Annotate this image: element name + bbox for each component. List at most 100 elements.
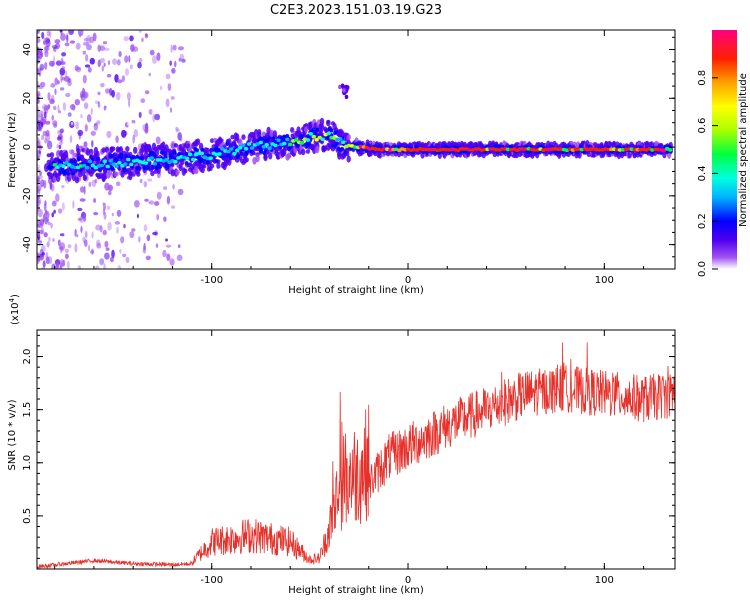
noise-point [75,66,82,73]
noise-point [171,205,176,209]
noise-point [97,59,101,68]
noise-point [45,38,51,48]
halo-point [255,154,260,163]
noise-point [165,73,171,80]
halo-point [82,174,88,181]
snr-panel: -100 0 100 0.5 1.0 1.5 2.0 Height of straight … [7,294,676,596]
halo-point [202,164,207,169]
noise-point [119,248,122,254]
band-point [239,151,244,156]
noise-point [103,105,107,111]
noise-point [49,60,55,67]
noise-point [44,138,48,144]
ridge-point [273,143,278,148]
snr-y-multiplier-exponent: 4 [8,297,16,302]
noise-point [130,44,135,52]
noise-point [138,236,141,243]
colorbar-tick-label: 0.2 [697,213,708,229]
noise-point [55,60,62,66]
noise-point [139,191,144,196]
noise-point [116,59,121,66]
noise-point [142,246,146,254]
band-point [324,127,329,133]
noise-point [103,47,110,51]
band-point [306,142,311,147]
ridge-point [114,164,119,168]
band-point [216,148,221,153]
noise-point [160,85,163,91]
noise-point [41,244,46,253]
ridge-point [217,152,222,156]
ridge-point [143,161,149,165]
noise-point [60,61,66,65]
noise-point [37,37,41,43]
band-point [290,133,295,138]
noise-point [104,252,110,260]
noise-point [55,193,60,203]
noise-point [65,186,70,196]
band-point [205,160,210,165]
noise-point [37,124,41,132]
ridge-point [55,165,60,170]
noise-point [99,45,106,51]
band-point [265,149,270,155]
noise-point [60,33,66,41]
noise-point [181,58,186,63]
band-point [154,165,159,170]
noise-point [47,104,51,109]
snr-y-tick-label: 1.0 [22,455,33,471]
halo-point [85,148,91,156]
halo-point [244,157,249,163]
noise-point [115,135,119,144]
burst-point [345,85,350,90]
noise-point [139,178,143,184]
noise-point [42,130,47,136]
noise-point [56,144,60,149]
noise-point [79,32,82,38]
noise-point [53,230,57,237]
noise-point [37,140,41,147]
halo-point [319,117,325,126]
noise-point [151,55,158,64]
noise-point [156,52,161,61]
halo-point [125,146,130,152]
noise-point [165,98,170,108]
noise-point [104,240,109,248]
ridge-point [235,148,240,153]
noise-point [103,62,106,67]
ridge-point [246,142,252,146]
noise-point [163,216,167,222]
noise-point [87,67,92,73]
halo-point [611,140,617,149]
halo-point [304,126,309,133]
ridge-point [164,158,169,162]
noise-point [116,226,119,234]
noise-point [39,81,46,88]
noise-point [129,231,135,239]
band-point [46,171,51,177]
noise-point [102,229,107,236]
noise-point [50,83,56,88]
noise-point [95,265,100,269]
noise-point [83,213,87,222]
noise-point [70,78,74,83]
band-point [214,159,219,164]
ridge-point [105,164,110,169]
halo-point [301,148,306,156]
noise-point [143,224,148,232]
band-point [251,151,256,156]
noise-point [162,249,167,258]
noise-point [121,75,125,82]
noise-point [54,77,59,86]
halo-point [326,119,331,124]
band-point [142,165,147,170]
spectrogram-y-tick-label: 40 [22,43,33,56]
spectrogram-x-tick-label: -100 [200,275,223,286]
halo-point [49,152,55,158]
ridge-point [129,162,134,167]
snr-x-tick-label: 100 [595,575,614,586]
ridge-point [152,161,157,166]
ridge-point [308,132,313,136]
noise-point [74,228,77,237]
halo-point [219,138,224,143]
